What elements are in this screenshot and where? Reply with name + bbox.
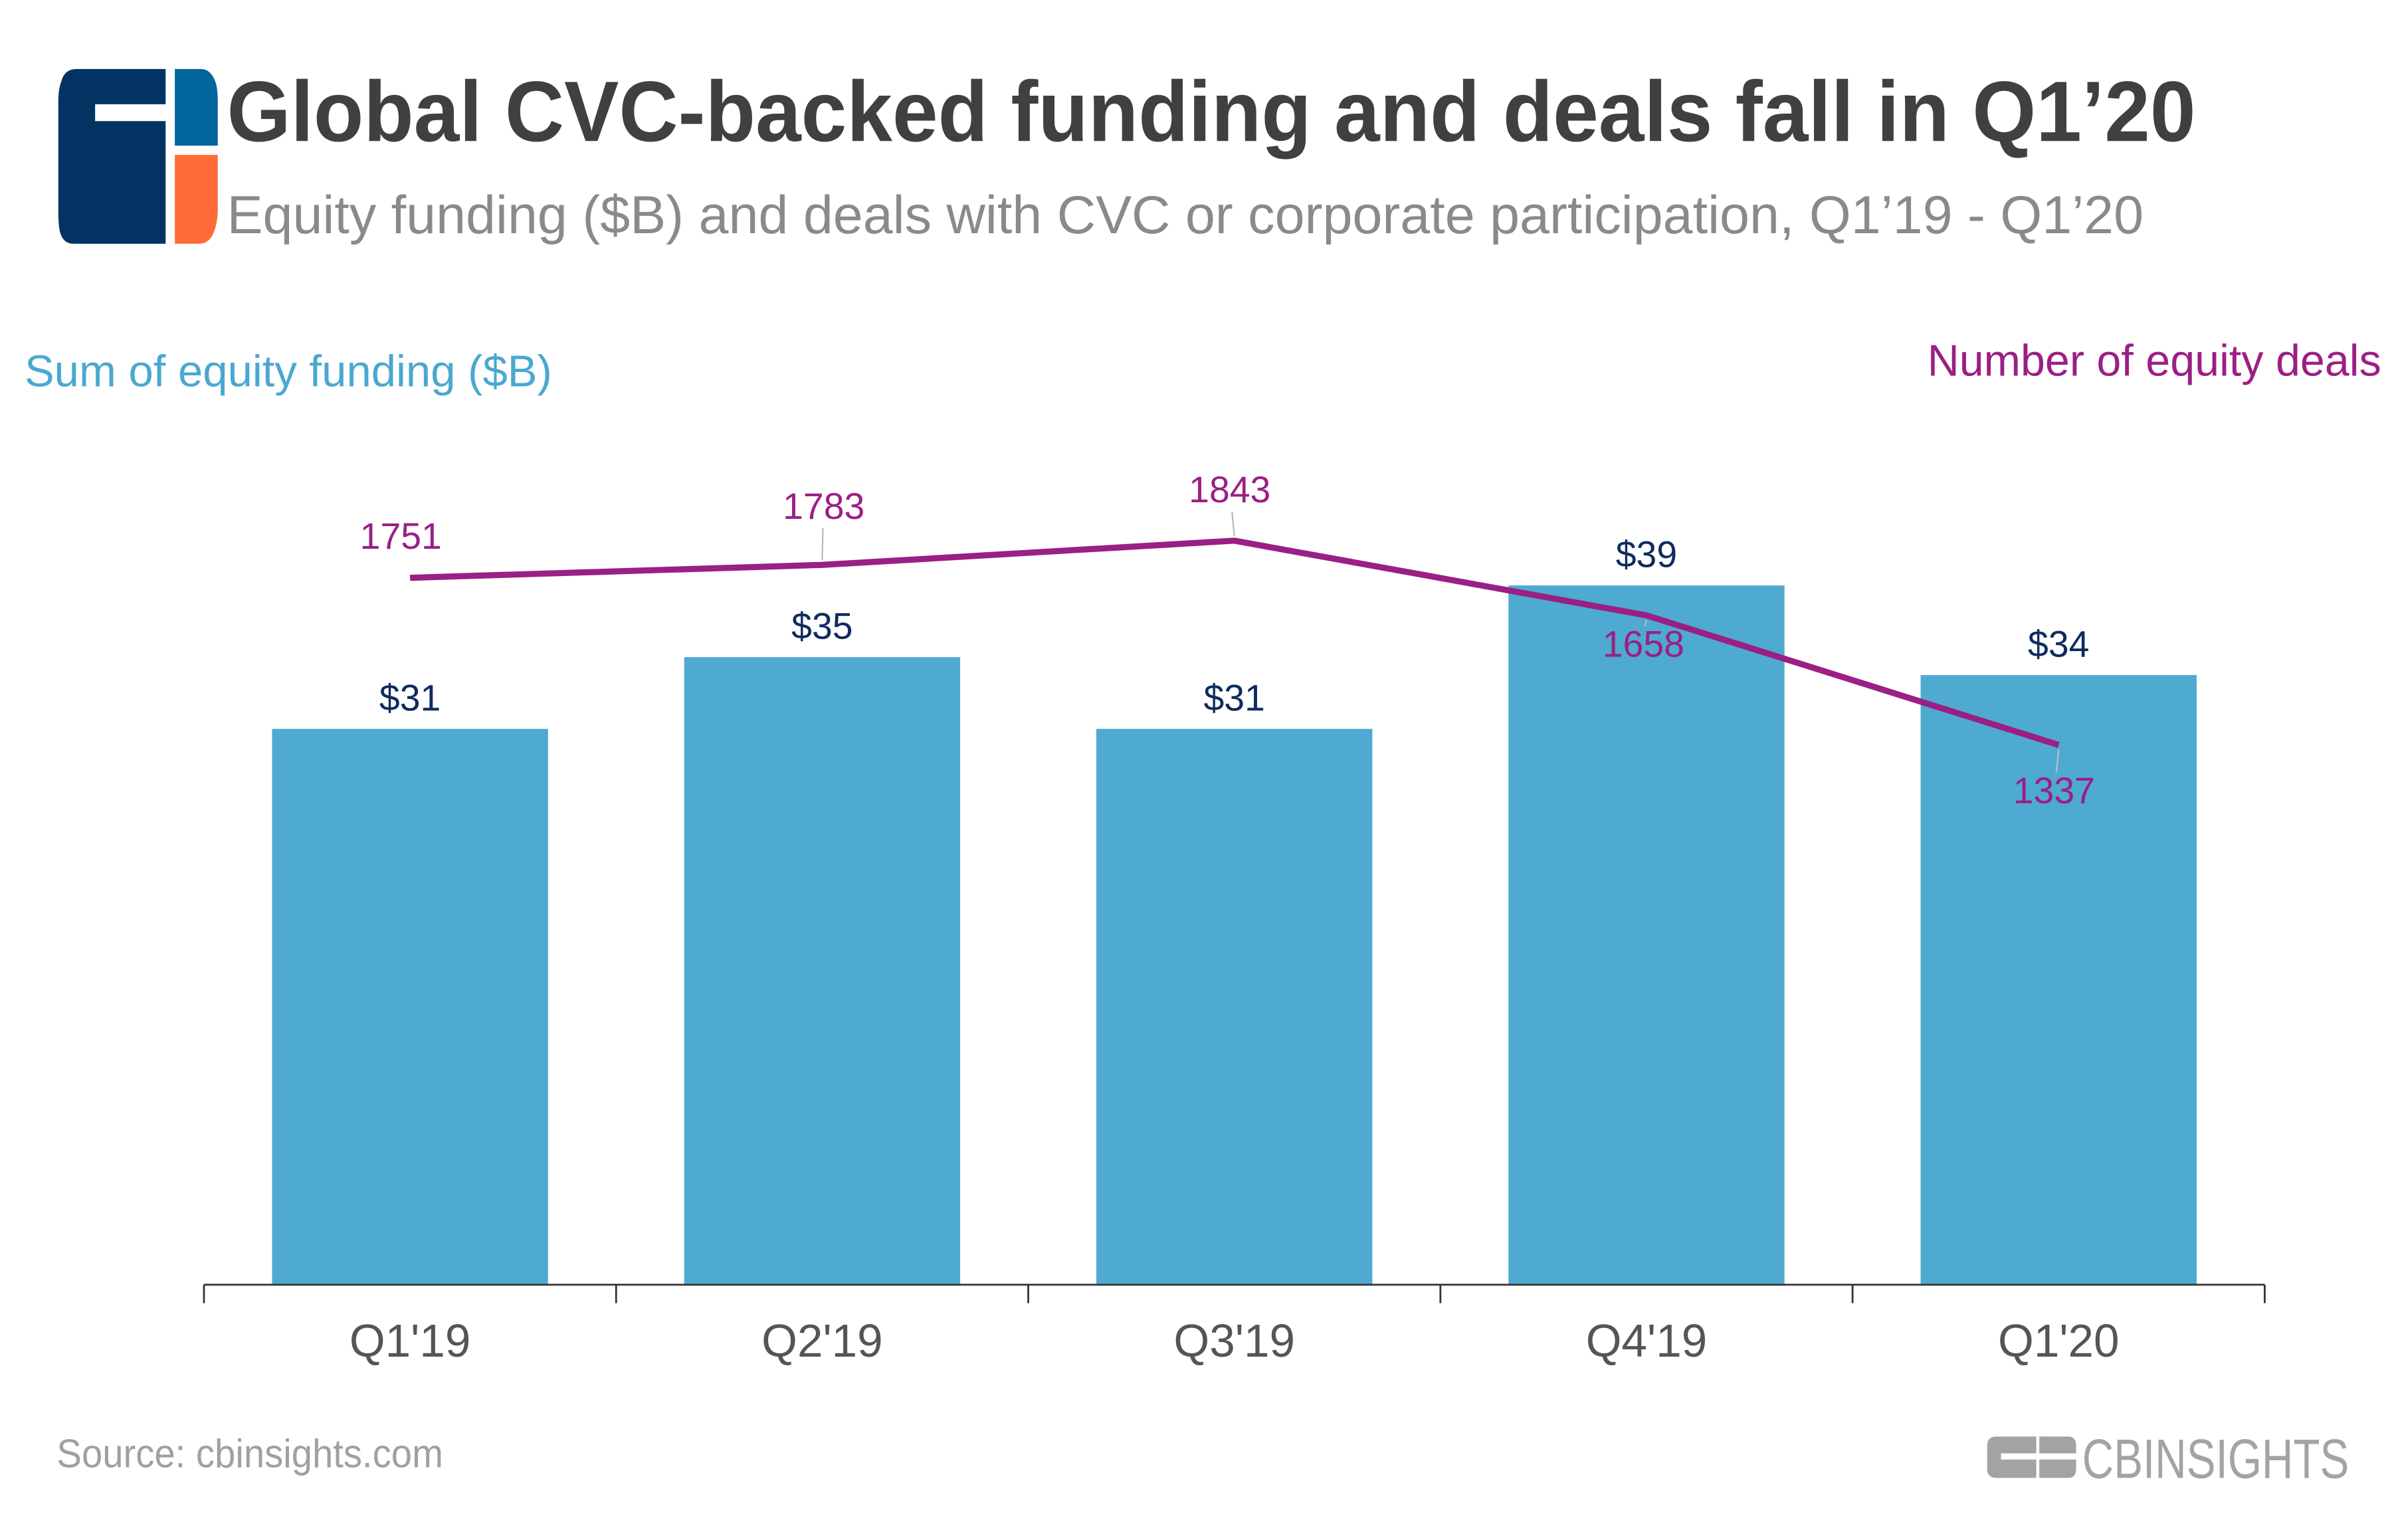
left-axis-label: Sum of equity funding ($B) xyxy=(25,347,552,397)
deals-label: 1658 xyxy=(1603,624,1684,665)
label-leader xyxy=(1231,511,1235,537)
bar-label: $31 xyxy=(1203,677,1264,718)
bar-label: $39 xyxy=(1616,534,1677,575)
x-tick-label: Q3'19 xyxy=(1173,1315,1295,1367)
bar xyxy=(1096,729,1373,1285)
x-tick-label: Q1'19 xyxy=(349,1315,471,1367)
source-text: Source: cbinsights.com xyxy=(56,1431,443,1476)
label-leader xyxy=(1644,619,1648,626)
right-axis-label: Number of equity deals xyxy=(1928,336,2381,385)
deals-label: 1783 xyxy=(783,486,864,527)
bar xyxy=(272,729,548,1285)
chart-subtitle: Equity funding ($B) and deals with CVC o… xyxy=(227,185,2144,245)
x-tick-label: Q1'20 xyxy=(1998,1315,2120,1367)
bar-label: $31 xyxy=(379,677,441,718)
bar-label: $35 xyxy=(791,605,852,646)
deals-label: 1751 xyxy=(360,516,442,557)
cb-insights-brand: CBINSIGHTS xyxy=(2082,1428,2349,1490)
deals-line: 1751 1783 1843 1658 1337 xyxy=(360,469,2095,811)
bars: $31 $35 $31 $39 $34 xyxy=(272,534,2197,1285)
bar xyxy=(1920,675,2197,1285)
x-tick-label: Q2'19 xyxy=(761,1315,883,1367)
x-axis: Q1'19 Q2'19 Q3'19 Q4'19 Q1'20 xyxy=(203,1284,2266,1367)
label-leader xyxy=(2055,749,2060,773)
bar xyxy=(1508,585,1785,1285)
cb-insights-footer-logo: CBINSIGHTS xyxy=(1987,1428,2349,1490)
chart-title: Global CVC-backed funding and deals fall… xyxy=(227,64,2196,159)
bar xyxy=(684,657,961,1285)
deals-label: 1337 xyxy=(2013,770,2095,811)
x-tick-label: Q4'19 xyxy=(1586,1315,1708,1367)
cb-insights-logo xyxy=(58,68,218,244)
bar-label: $34 xyxy=(2028,623,2089,664)
label-leader xyxy=(821,528,824,561)
deals-label: 1843 xyxy=(1189,469,1270,510)
